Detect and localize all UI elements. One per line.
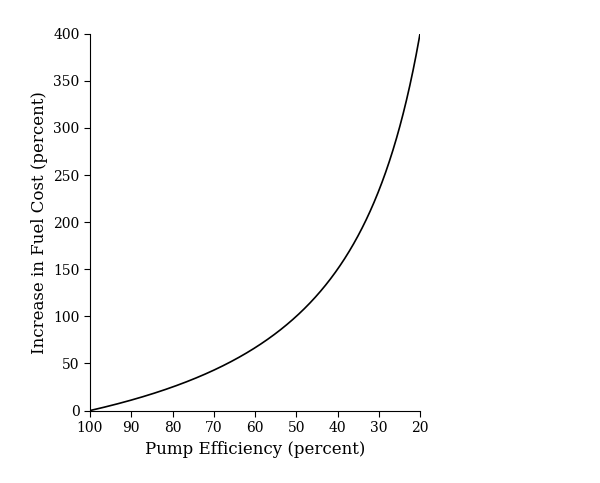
Y-axis label: Increase in Fuel Cost (percent): Increase in Fuel Cost (percent) xyxy=(31,91,47,354)
X-axis label: Pump Efficiency (percent): Pump Efficiency (percent) xyxy=(145,440,365,457)
